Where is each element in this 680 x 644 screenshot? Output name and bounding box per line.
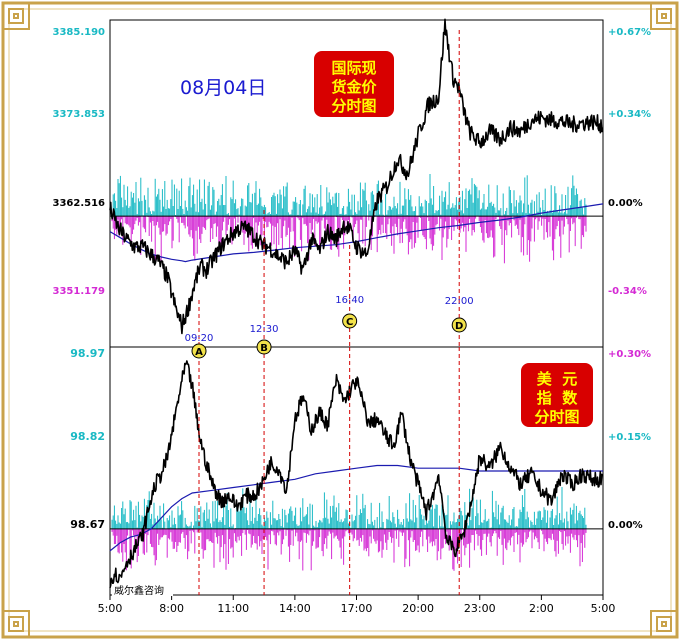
gold-chart [109,18,604,335]
marker-time-label: 12:30 [250,324,279,335]
marker-circle [451,317,467,333]
gold-badge-line-3: 分时图 [331,97,376,115]
dxy-left-tick: 98.97 [70,347,105,360]
corner-ornament [3,3,30,30]
marker-letter: B [260,343,268,354]
gold-right-tick: 0.00% [608,198,643,209]
gold-left-tick: 3373.853 [52,109,105,120]
axes: 3385.190 3373.853 3362.516 3351.179 +0.67% +0… [52,27,651,615]
dxy-left-tick: 98.82 [70,430,105,443]
gold-right-tick: +0.34% [608,109,651,120]
marker-circle [191,343,207,359]
dxy-right-tick: 0.00% [608,520,643,531]
corner-ornament [650,610,677,637]
date-label: 08月04日 [180,77,266,99]
marker-circle [342,313,358,329]
x-tick-label: 17:00 [341,602,373,615]
gold-right-tick: -0.34% [608,286,647,297]
x-tick-label: 14:00 [279,602,311,615]
x-tick-label: 23:00 [464,602,496,615]
dxy-title-badge: 美 元 指 数 分时图 [519,361,595,429]
x-tick-label: 5:00 [591,602,616,615]
corner-ornament [650,3,677,30]
marker-letter: A [195,347,203,358]
dxy-chart [109,360,604,589]
gold-left-tick: 3385.190 [52,27,105,38]
gold-right-tick: +0.67% [608,27,651,38]
dxy-badge-line-1: 美 元 [537,370,577,388]
watermark-text: 威尔鑫咨询 [114,584,164,597]
dxy-badge-line-3: 分时图 [534,408,579,426]
dxy-right-tick: +0.15% [608,432,651,443]
marker-circle [256,339,272,355]
x-tick-label: 11:00 [217,602,249,615]
gold-left-tick: 3351.179 [52,286,105,297]
gold-title-badge: 国际现 货金价 分时图 [312,49,396,119]
gold-price-line [109,18,604,335]
event-markers: 09:20 A 12:30 B 16:40 C 22:00 D [185,30,474,595]
gold-left-tick: 3362.516 [52,198,105,209]
corner-ornament [3,610,30,637]
x-tick-label: 8:00 [159,602,184,615]
x-tick-label: 2:00 [529,602,554,615]
marker-time-label: 22:00 [445,296,474,307]
x-tick-label: 20:00 [402,602,434,615]
marker-letter: D [455,321,463,332]
gold-badge-line-2: 货金价 [331,78,377,96]
marker-time-label: 16:40 [335,295,364,306]
dxy-left-tick: 98.67 [70,518,105,531]
x-tick-label: 5:00 [98,602,123,615]
watermark-bg [112,584,173,596]
corner-ornaments [3,3,677,637]
dxy-right-tick: +0.30% [608,349,651,360]
gold-badge-line-1: 国际现 [331,59,376,77]
marker-time-label: 09:20 [185,333,214,344]
marker-letter: C [346,317,353,328]
dxy-price-line [109,360,604,589]
dxy-badge-line-2: 指 数 [537,389,578,407]
inner-frame [8,8,672,632]
dxy-average-line [109,464,603,552]
